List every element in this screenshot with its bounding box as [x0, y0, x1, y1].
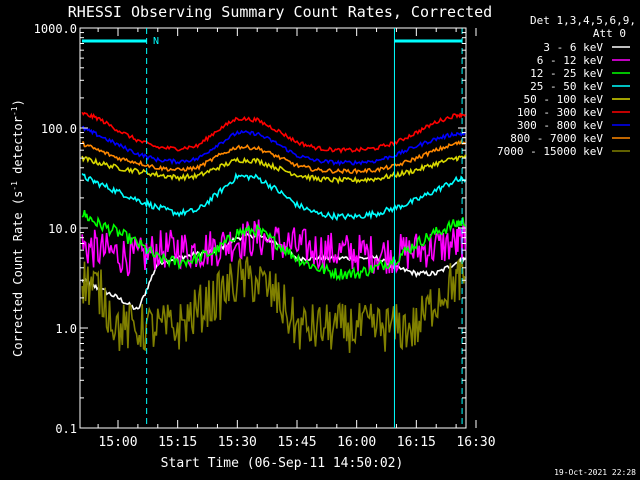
series-line-3	[81, 172, 467, 222]
legend-header-line1: Det 1,3,4,5,6,9,	[530, 14, 636, 27]
legend-label: 7000 - 15000 keV	[497, 145, 603, 158]
x-axis: 15:00 15:15 15:30 15:45 16:00 16:15 16:30	[97, 28, 496, 450]
y-axis-label: Corrected Count Rate (s-1 detector-1)	[10, 99, 25, 357]
series-layer	[81, 111, 467, 353]
y-axis: 1000.0 100.0 10.0 1.0 0.1	[34, 22, 466, 436]
x-tick-label: 16:15	[397, 435, 436, 450]
x-tick-label: 16:30	[456, 435, 495, 450]
series-line-1	[81, 219, 467, 277]
legend-label: 6 - 12 keV	[537, 54, 604, 67]
x-axis-label: Start Time (06-Sep-11 14:50:02)	[161, 456, 404, 471]
chart-title: RHESSI Observing Summary Count Rates, Co…	[68, 3, 492, 21]
y-tick-label: 1000.0	[34, 22, 77, 36]
series-line-2	[81, 209, 467, 282]
series-line-5	[81, 111, 467, 154]
legend-label: 50 - 100 keV	[524, 93, 604, 106]
legend-header-line2: Att 0	[593, 27, 626, 40]
x-tick-label: 15:45	[277, 435, 316, 450]
legend-label: 3 - 6 keV	[543, 41, 603, 54]
legend-label: 800 - 7000 keV	[510, 132, 603, 145]
legend-label: 100 - 300 keV	[517, 106, 603, 119]
y-tick-label: 100.0	[41, 122, 77, 136]
legend-label: 25 - 50 keV	[530, 80, 603, 93]
night-label: N	[153, 36, 159, 47]
y-tick-label: 1.0	[55, 322, 77, 336]
x-tick-label: 15:00	[98, 435, 137, 450]
x-tick-label: 16:00	[337, 435, 376, 450]
y-tick-label: 10.0	[48, 222, 77, 236]
series-line-8	[81, 256, 466, 353]
x-tick-label: 15:15	[158, 435, 197, 450]
series-line-4	[81, 154, 467, 185]
legend-label: 300 - 800 keV	[517, 119, 603, 132]
footer-timestamp: 19-Oct-2021 22:28	[554, 468, 636, 477]
series-line-7	[82, 139, 467, 175]
x-tick-label: 15:30	[218, 435, 257, 450]
y-tick-label: 0.1	[55, 422, 77, 436]
legend-label: 12 - 25 keV	[530, 67, 603, 80]
series-line-6	[81, 125, 467, 167]
